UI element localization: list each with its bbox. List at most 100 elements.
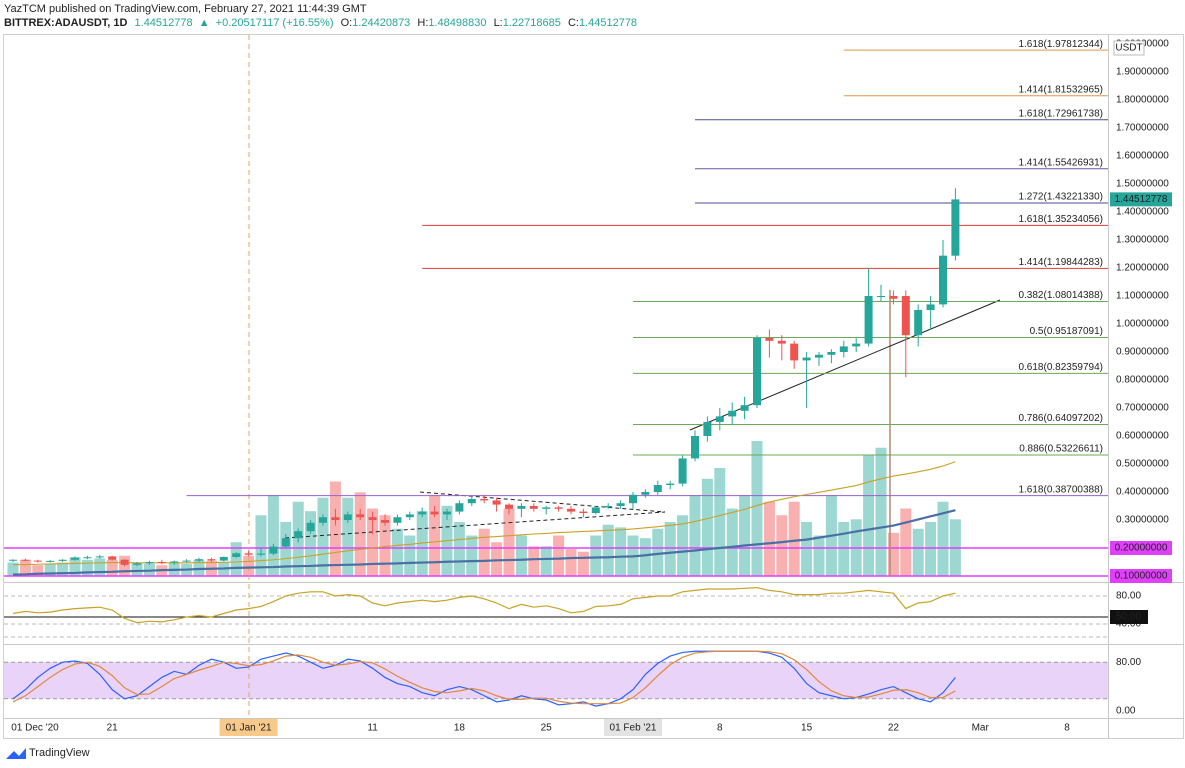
candle-body xyxy=(678,458,687,484)
unit-label: USDT xyxy=(1115,43,1142,54)
fib-label: 0.382(1.08014388) xyxy=(1018,290,1103,301)
x-tick-label: 21 xyxy=(107,723,119,734)
x-tick-label: 25 xyxy=(541,723,553,734)
wedge-line xyxy=(284,511,666,539)
level-tag xyxy=(1110,569,1172,583)
moving-average xyxy=(12,461,956,566)
indicator-line xyxy=(12,586,956,624)
volume-bar xyxy=(354,492,366,576)
candle-body xyxy=(591,507,600,513)
candle-body xyxy=(753,338,761,406)
logo xyxy=(6,748,26,759)
candle-body xyxy=(567,508,575,512)
candle-body xyxy=(331,517,340,520)
volume-bar xyxy=(912,528,924,576)
volume-bar xyxy=(577,551,589,576)
volume-bar xyxy=(664,522,676,576)
volume-bar xyxy=(342,497,354,576)
volume-bar xyxy=(503,508,515,576)
level-tag xyxy=(1110,541,1172,555)
candle-body xyxy=(951,199,960,256)
moving-average xyxy=(12,509,956,576)
candle-body xyxy=(21,559,30,561)
volume-bar xyxy=(887,532,899,576)
level-tag-label: 0.20000000 xyxy=(1115,543,1168,554)
candle-body xyxy=(46,560,55,562)
volume-bar xyxy=(726,508,738,576)
volume-bar xyxy=(937,501,949,576)
volume-bar xyxy=(776,515,788,576)
candle-body xyxy=(641,492,650,495)
y-tick-label: 0.60000000 xyxy=(1116,431,1169,442)
symbol: BITTREX:ADAUSDT, 1D xyxy=(4,17,128,29)
volume-bar xyxy=(7,562,19,576)
midline-tag xyxy=(1110,610,1148,624)
volume-bar xyxy=(466,535,478,576)
last: 1.44512778 xyxy=(135,17,193,29)
volume-bar xyxy=(801,522,813,576)
y-tick-label: 1.40000000 xyxy=(1116,207,1169,218)
candle-body xyxy=(914,310,923,336)
candle-body xyxy=(740,405,749,411)
y-tick-label: 0.70000000 xyxy=(1116,403,1169,414)
candle-body xyxy=(443,511,451,515)
candle-body xyxy=(368,517,377,520)
candle-body xyxy=(281,538,290,547)
candle-body xyxy=(269,546,278,554)
volume-bar xyxy=(863,454,875,576)
y-tick-label: 0.90000000 xyxy=(1116,347,1169,358)
candle-body xyxy=(926,304,935,310)
volume-bar xyxy=(739,495,751,576)
volume-bar xyxy=(243,555,255,576)
wedge-line xyxy=(419,491,666,513)
volume-bar xyxy=(478,528,490,576)
candle-body xyxy=(405,514,414,518)
fib-label: 0.618(0.82359794) xyxy=(1018,362,1103,373)
candle-body xyxy=(207,559,216,561)
candle-body xyxy=(430,511,439,515)
volume-bar xyxy=(900,508,912,576)
y-tick-label: 1.60000000 xyxy=(1116,151,1169,162)
x-tick-label: 8 xyxy=(1064,723,1070,734)
candle-body xyxy=(653,485,662,492)
x-tick-label: 15 xyxy=(801,723,813,734)
y-tick-label: 0.50000000 xyxy=(1116,459,1169,470)
candle-body xyxy=(839,346,848,352)
last-price-label: 1.44512778 xyxy=(1115,194,1168,205)
volume-bar xyxy=(701,478,713,576)
candle-body xyxy=(71,557,79,560)
footer-logo: TradingView xyxy=(6,747,90,759)
y-tick-label: 0.40000000 xyxy=(1116,487,1169,498)
candle-body xyxy=(232,553,241,557)
candle-body xyxy=(864,296,873,344)
volume-bar xyxy=(875,447,887,576)
candle-body xyxy=(294,531,303,539)
candle-body xyxy=(182,560,191,562)
candle-body xyxy=(33,560,42,562)
midline-label: 50.00 xyxy=(1116,612,1141,623)
volume-bar xyxy=(329,481,341,576)
volume-bar xyxy=(652,528,664,576)
volume-bar xyxy=(267,495,279,576)
volume-bar xyxy=(639,538,651,576)
candle-body xyxy=(505,504,513,509)
candle-body xyxy=(244,553,253,555)
fib-label: 1.272(1.43221330) xyxy=(1018,192,1103,203)
candle-body xyxy=(343,514,352,520)
fib-label: 1.414(1.81532965) xyxy=(1018,84,1103,95)
volume-bar xyxy=(94,558,106,576)
candle-body xyxy=(616,503,625,506)
x-tick-label: 8 xyxy=(717,723,723,734)
candle-body xyxy=(257,553,265,555)
volume-bar xyxy=(317,497,329,576)
ohlc-label: O: xyxy=(341,17,353,29)
candle-body xyxy=(629,494,637,504)
candle-body xyxy=(715,416,724,422)
x-tick-label: 01 Jan '21 xyxy=(226,723,272,734)
volume-bar xyxy=(44,563,56,576)
candle-body xyxy=(691,436,699,459)
y-tick-label: 40.00 xyxy=(1116,619,1141,630)
